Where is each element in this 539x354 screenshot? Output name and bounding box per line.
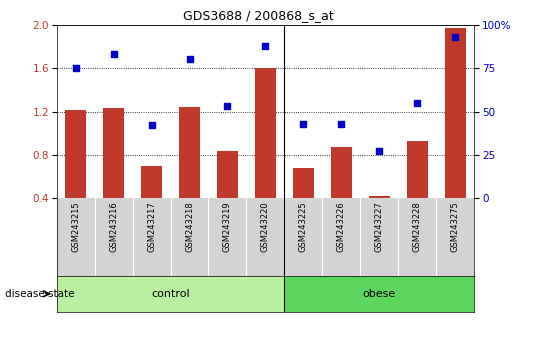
Text: GSM243219: GSM243219 [223,201,232,252]
Point [223,103,232,109]
Point [375,149,384,154]
Bar [331,147,352,198]
Point [185,57,194,62]
Text: disease state: disease state [5,289,75,299]
Text: GSM243275: GSM243275 [451,201,460,252]
Text: GSM243218: GSM243218 [185,201,194,252]
Bar [57,276,285,312]
Bar [103,108,124,198]
Point [413,100,421,105]
Bar [445,28,466,198]
Bar [65,110,86,198]
Point [299,121,308,126]
Text: GSM243225: GSM243225 [299,201,308,252]
Point [451,34,460,40]
Text: GSM243228: GSM243228 [413,201,422,252]
Text: GSM243227: GSM243227 [375,201,384,252]
Point [147,122,156,128]
Text: GDS3688 / 200868_s_at: GDS3688 / 200868_s_at [183,9,334,22]
Point [261,43,270,48]
Text: GSM243226: GSM243226 [337,201,346,252]
Bar [369,196,390,198]
Point [71,65,80,71]
Text: control: control [151,289,190,299]
Point [109,51,118,57]
Bar [407,141,428,198]
Text: obese: obese [363,289,396,299]
Text: GSM243217: GSM243217 [147,201,156,252]
Bar [285,276,474,312]
Point [337,121,345,126]
Bar [293,168,314,198]
Bar [217,150,238,198]
Text: GSM243216: GSM243216 [109,201,118,252]
Text: GSM243215: GSM243215 [71,201,80,252]
Text: GSM243220: GSM243220 [261,201,270,252]
Bar [255,68,276,198]
Bar [179,107,200,198]
Bar [141,166,162,198]
